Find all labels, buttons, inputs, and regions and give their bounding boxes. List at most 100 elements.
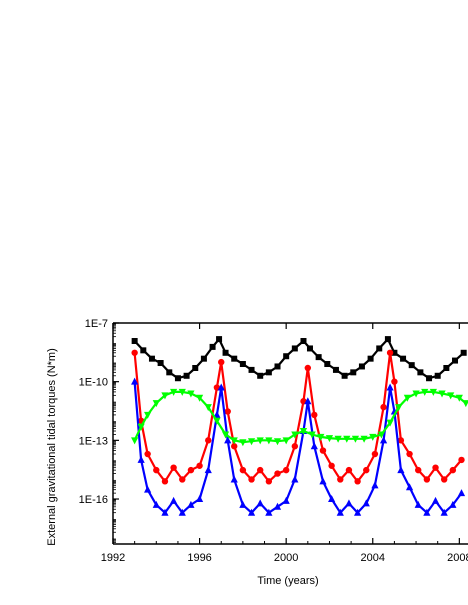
data-point xyxy=(131,437,139,445)
data-point xyxy=(334,435,342,443)
data-point xyxy=(300,338,307,345)
data-point xyxy=(397,437,405,444)
data-point xyxy=(195,394,204,402)
data-point xyxy=(423,476,431,483)
data-point xyxy=(282,466,290,474)
data-point xyxy=(350,369,357,376)
data-point xyxy=(345,466,353,474)
data-point xyxy=(440,508,448,516)
data-point xyxy=(400,355,407,362)
data-point xyxy=(457,489,466,497)
data-point xyxy=(371,481,379,489)
data-point xyxy=(291,345,298,352)
data-point xyxy=(369,433,377,441)
data-point xyxy=(432,464,439,471)
data-point xyxy=(187,500,195,508)
data-point xyxy=(231,355,238,362)
data-point xyxy=(440,476,448,483)
data-point xyxy=(274,363,281,370)
data-point xyxy=(205,437,212,444)
data-point xyxy=(319,477,327,485)
data-point xyxy=(291,431,299,439)
data-point xyxy=(343,435,351,443)
data-point xyxy=(137,423,145,431)
x-tick-label: 1996 xyxy=(187,552,211,564)
x-tick-label: 2004 xyxy=(361,552,385,564)
data-point xyxy=(265,437,273,445)
data-point xyxy=(304,364,312,372)
data-point xyxy=(434,372,441,379)
data-point xyxy=(257,372,264,379)
data-point xyxy=(360,435,368,443)
data-point xyxy=(397,466,405,474)
y-tick-label: 1E-7 xyxy=(85,318,108,330)
x-tick-label: 2008 xyxy=(447,552,468,564)
data-point xyxy=(170,388,178,396)
data-point xyxy=(408,362,415,369)
data-point xyxy=(230,475,238,483)
series-0 xyxy=(131,336,467,382)
data-point xyxy=(328,462,335,469)
data-point xyxy=(131,377,139,385)
data-point xyxy=(354,478,361,485)
x-tick-label: 1992 xyxy=(101,552,125,564)
y-tick-label: 1E-16 xyxy=(79,494,108,506)
data-point xyxy=(282,437,290,445)
data-point xyxy=(351,435,360,443)
data-point xyxy=(337,476,344,483)
data-point xyxy=(200,355,207,362)
data-point xyxy=(192,365,199,372)
data-point xyxy=(273,438,282,446)
data-point xyxy=(403,394,411,402)
data-point xyxy=(415,466,422,474)
x-tick-label: 2000 xyxy=(274,552,298,564)
data-point xyxy=(153,466,160,474)
data-point xyxy=(282,496,290,504)
y-tick-label: 1E-10 xyxy=(79,377,108,389)
data-point xyxy=(310,442,318,450)
data-point xyxy=(455,394,463,402)
data-point xyxy=(247,438,256,446)
data-point xyxy=(354,508,362,516)
data-point xyxy=(325,435,334,443)
data-point xyxy=(283,353,290,360)
series-line xyxy=(133,338,465,380)
data-point xyxy=(384,336,391,343)
data-point xyxy=(187,390,195,398)
data-point xyxy=(221,431,230,439)
data-point xyxy=(239,439,247,447)
data-point xyxy=(380,403,387,411)
data-point xyxy=(230,437,238,445)
data-point xyxy=(178,388,186,396)
data-point xyxy=(386,419,394,427)
data-point xyxy=(224,408,231,415)
data-point xyxy=(462,400,468,408)
data-point xyxy=(239,361,246,368)
data-point xyxy=(265,369,272,376)
data-point xyxy=(265,508,273,516)
series-line xyxy=(133,390,467,444)
data-point xyxy=(170,464,177,471)
data-point xyxy=(328,495,336,503)
data-point xyxy=(204,404,212,412)
data-point xyxy=(273,502,282,510)
data-point xyxy=(222,349,229,356)
data-point xyxy=(426,375,433,382)
data-point xyxy=(311,411,318,419)
data-point xyxy=(377,431,386,439)
data-point xyxy=(148,355,155,362)
x-axis-title: Time (years) xyxy=(257,575,318,587)
data-point xyxy=(204,466,212,474)
data-point xyxy=(395,404,403,412)
data-point xyxy=(140,347,147,354)
data-point xyxy=(449,500,457,508)
data-point xyxy=(224,436,232,444)
data-point xyxy=(386,383,394,391)
data-point xyxy=(217,383,225,391)
data-point xyxy=(256,437,264,445)
data-point xyxy=(248,366,255,373)
data-point xyxy=(406,450,413,458)
data-point xyxy=(174,375,181,382)
data-point xyxy=(256,466,264,474)
